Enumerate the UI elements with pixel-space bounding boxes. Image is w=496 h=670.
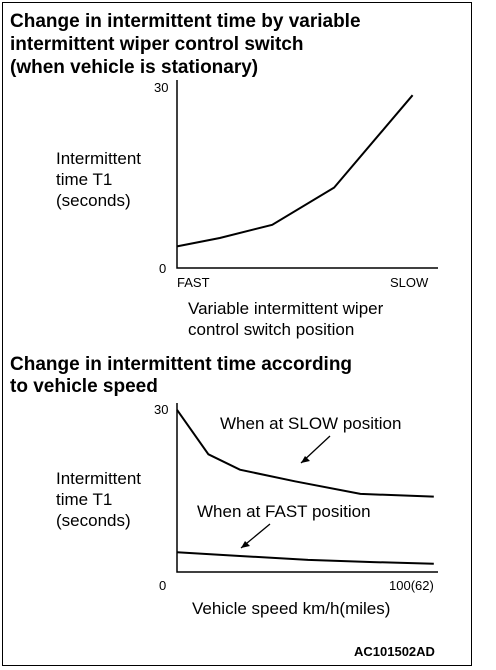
chart-2-ylabel-line-1: Intermittent xyxy=(56,469,141,488)
chart-1-title-line-1: Change in intermittent time by variable xyxy=(10,11,361,32)
chart-1-y-tick-bottom: 0 xyxy=(159,261,166,276)
chart-2-x-tick-0: 0 xyxy=(159,578,166,593)
chart-2-y-tick-top: 30 xyxy=(154,402,168,417)
chart-2: Change in intermittent time according to… xyxy=(10,354,438,618)
chart-1-title-line-3: (when vehicle is stationary) xyxy=(10,57,258,78)
chart-1-ylabel-line-2: time T1 xyxy=(56,170,112,189)
chart-2-fast-arrowhead xyxy=(241,541,250,548)
figure-code: AC101502AD xyxy=(354,644,435,659)
chart-2-fast-label: When at FAST position xyxy=(197,502,371,521)
chart-2-title-line-1: Change in intermittent time according xyxy=(10,354,352,375)
chart-1-title-line-2: intermittent wiper control switch xyxy=(10,34,303,55)
chart-2-series-fast-line xyxy=(176,551,434,565)
chart-2-ylabel-line-2: time T1 xyxy=(56,490,112,509)
chart-2-title-line-2: to vehicle speed xyxy=(10,376,158,397)
chart-1-series-line xyxy=(176,94,414,248)
chart-2-axes xyxy=(176,403,438,573)
chart-2-xlabel: Vehicle speed km/h(miles) xyxy=(192,599,390,618)
chart-1-x-tick-fast: FAST xyxy=(177,275,210,290)
chart-1: Change in intermittent time by variable … xyxy=(10,11,438,339)
chart-2-slow-arrowhead xyxy=(301,456,310,463)
chart-2-slow-label: When at SLOW position xyxy=(220,414,401,433)
chart-1-xlabel-line-2: control switch position xyxy=(188,320,354,339)
chart-1-ylabel-line-3: (seconds) xyxy=(56,191,131,210)
chart-2-series-slow-line xyxy=(176,409,434,498)
chart-1-xlabel-line-1: Variable intermittent wiper xyxy=(188,299,384,318)
figure-frame xyxy=(2,2,472,666)
chart-2-ylabel-line-3: (seconds) xyxy=(56,511,131,530)
chart-1-ylabel-line-1: Intermittent xyxy=(56,149,141,168)
chart-1-y-tick-top: 30 xyxy=(154,80,168,95)
chart-1-x-tick-slow: SLOW xyxy=(390,275,429,290)
chart-2-x-tick-100: 100(62) xyxy=(389,578,434,593)
chart-1-axes xyxy=(176,80,438,269)
